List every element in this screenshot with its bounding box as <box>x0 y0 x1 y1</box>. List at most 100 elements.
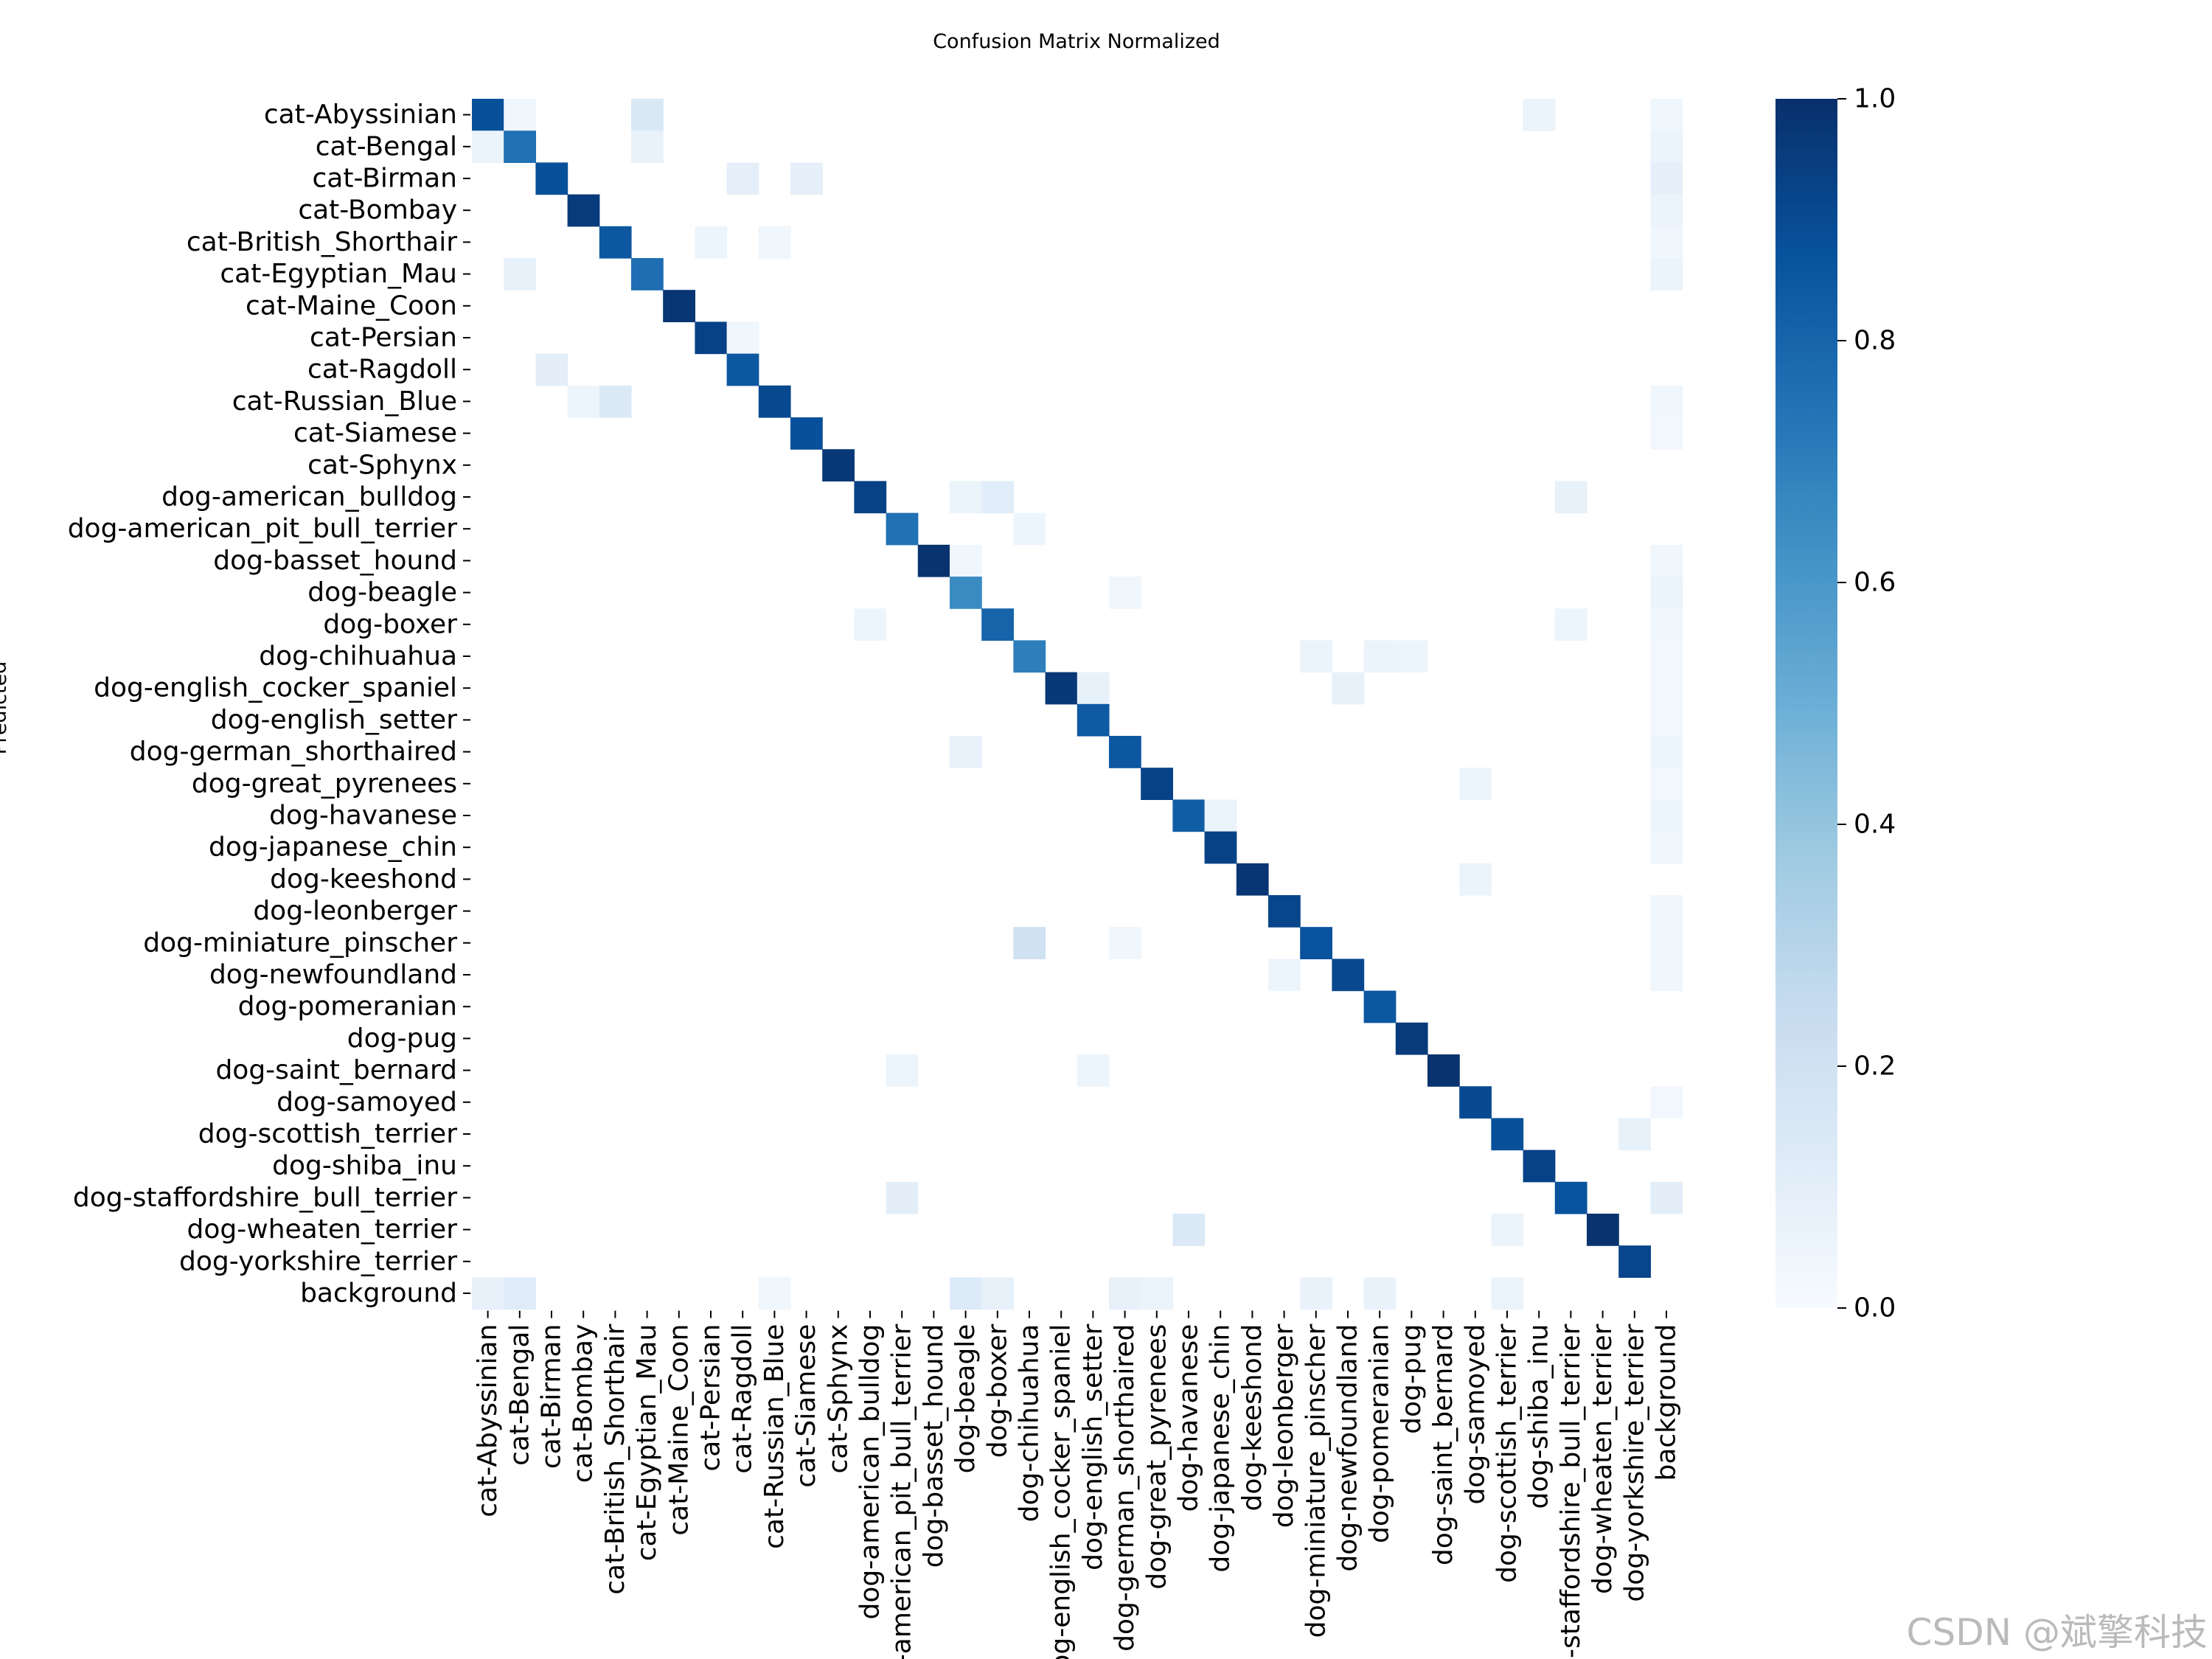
heatmap-cell <box>1650 703 1683 737</box>
heatmap-cell <box>504 1277 536 1310</box>
heatmap-cell <box>1650 799 1683 832</box>
colorbar-tick-label: 0.8 <box>1854 326 1896 356</box>
y-tick-label: dog-american_pit_bull_terrier <box>68 514 457 544</box>
watermark: CSDN @斌擎科技 <box>1906 1611 2208 1654</box>
heatmap-cell <box>504 258 536 291</box>
x-tick-label: dog-staffordshire_bull_terrier <box>1556 1324 1586 1659</box>
heatmap-cell <box>917 544 950 577</box>
y-tick-label: dog-english_setter <box>211 705 457 735</box>
x-tick-label: dog-shiba_inu <box>1524 1324 1554 1509</box>
colorbar-tick-label: 1.0 <box>1854 84 1896 114</box>
heatmap-cell <box>695 321 728 355</box>
heatmap-cell <box>1587 1214 1619 1246</box>
y-tick-label: dog-yorkshire_terrier <box>179 1246 457 1276</box>
heatmap-cells <box>472 99 1683 1310</box>
heatmap-cell <box>950 481 982 514</box>
y-tick-label: dog-pomeranian <box>238 992 457 1022</box>
heatmap-cell <box>1013 512 1046 546</box>
heatmap-cell <box>1204 799 1237 832</box>
heatmap-cell <box>1650 417 1683 450</box>
heatmap-cell <box>1650 385 1683 418</box>
heatmap-cell <box>567 194 600 227</box>
heatmap-cell <box>1523 1150 1556 1183</box>
heatmap-cell <box>1045 672 1078 705</box>
x-tick-label: cat-Birman <box>537 1324 567 1470</box>
x-tick-label: dog-yorkshire_terrier <box>1619 1324 1649 1601</box>
chart-title: Confusion Matrix Normalized <box>933 30 1220 53</box>
heatmap-cell <box>1141 1277 1173 1310</box>
heatmap-cell <box>599 226 632 259</box>
y-tick-label: cat-Abyssinian <box>264 100 457 130</box>
y-tick-label: cat-Bombay <box>298 195 457 226</box>
y-tick-label: dog-german_shorthaired <box>130 737 457 767</box>
x-tick-label: dog-miniature_pinscher <box>1301 1324 1331 1638</box>
heatmap-cell <box>631 258 664 291</box>
heatmap-cell <box>1650 99 1683 131</box>
x-tick-label: dog-samoyed <box>1460 1324 1490 1505</box>
x-tick-label: background <box>1652 1324 1682 1481</box>
heatmap-cell <box>726 162 759 195</box>
heatmap-cell <box>1332 672 1365 705</box>
x-tick-label: dog-wheaten_terrier <box>1587 1324 1618 1594</box>
heatmap-cell <box>1363 990 1397 1023</box>
heatmap-cell <box>1268 895 1301 928</box>
heatmap-cell <box>1650 577 1683 609</box>
x-tick-label: cat-British_Shorthair <box>600 1324 630 1594</box>
heatmap-cell <box>950 577 982 609</box>
x-tick-label: cat-Russian_Blue <box>759 1324 790 1549</box>
heatmap-cell <box>1363 640 1397 673</box>
heatmap-cell <box>567 385 600 418</box>
heatmap-cell <box>1459 768 1492 800</box>
y-tick-label: cat-Sphynx <box>307 450 457 480</box>
heatmap-cell <box>822 449 855 481</box>
x-tick-label: cat-Sphynx <box>823 1324 853 1474</box>
heatmap-cell <box>758 1277 791 1310</box>
x-tick-label: dog-pug <box>1397 1324 1427 1434</box>
heatmap-cell <box>1650 131 1683 163</box>
x-tick-label: cat-Egyptian_Mau <box>632 1324 662 1562</box>
x-tick-label: dog-havanese <box>1174 1324 1204 1512</box>
heatmap-cell <box>1650 831 1683 864</box>
x-tick-label: dog-german_shorthaired <box>1110 1324 1140 1652</box>
heatmap-cell <box>1109 1277 1141 1310</box>
heatmap-cell <box>854 608 887 641</box>
y-tick-label: cat-Maine_Coon <box>246 291 457 321</box>
y-tick-label: cat-Birman <box>313 164 458 194</box>
heatmap-cell <box>504 131 536 163</box>
heatmap-cell <box>504 99 536 131</box>
heatmap-cell <box>1554 1181 1587 1214</box>
heatmap-cell <box>886 1181 919 1214</box>
heatmap-cell <box>1523 99 1556 131</box>
heatmap-cell <box>472 99 504 131</box>
heatmap-cell <box>1650 895 1683 928</box>
heatmap-cell <box>1109 927 1141 959</box>
heatmap-cell <box>1491 1118 1524 1151</box>
heatmap-cell <box>1650 544 1683 577</box>
y-tick-label: cat-Egyptian_Mau <box>220 259 457 289</box>
x-tick-label: dog-chihuahua <box>1015 1324 1045 1523</box>
y-tick-label: dog-boxer <box>323 609 457 639</box>
heatmap-cell <box>1650 768 1683 800</box>
heatmap-cell <box>1268 959 1301 992</box>
y-tick-label: dog-newfoundland <box>209 960 457 990</box>
heatmap-cell <box>1650 640 1683 673</box>
heatmap-cell <box>535 162 568 195</box>
heatmap-cell <box>1013 640 1046 673</box>
colorbar-ticks: 0.0 0.2 0.4 0.6 0.8 1.0 <box>1837 84 1896 1324</box>
heatmap-cell <box>854 481 887 514</box>
heatmap-cell <box>1650 608 1683 641</box>
y-tick-label: dog-great_pyrenees <box>192 768 457 799</box>
heatmap-cell <box>1650 927 1683 959</box>
y-tick-label: dog-scottish_terrier <box>198 1119 457 1150</box>
heatmap-cell <box>981 1277 1014 1310</box>
y-tick-label: cat-British_Shorthair <box>187 227 457 257</box>
y-tick-label: cat-Russian_Blue <box>232 386 457 417</box>
heatmap-cell <box>790 162 823 195</box>
y-axis-label: Predicted <box>0 661 11 755</box>
heatmap-cell <box>1077 703 1110 737</box>
x-tick-label: cat-Persian <box>696 1324 726 1472</box>
heatmap-cell <box>758 385 791 418</box>
heatmap-cell <box>1109 577 1141 609</box>
heatmap-cell <box>886 1054 919 1087</box>
